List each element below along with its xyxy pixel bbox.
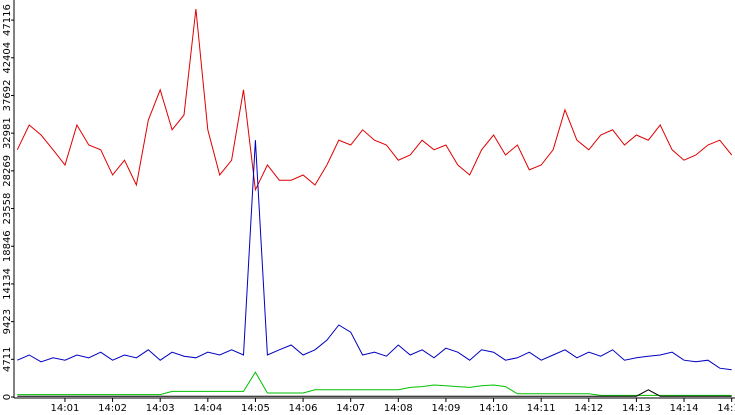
y-tick-label: 28269 <box>2 155 13 187</box>
x-tick-label: 14:14 <box>670 403 699 414</box>
x-tick-label: 14:15 <box>717 403 735 414</box>
y-tick-label: 32981 <box>2 117 13 149</box>
y-tick-label: 37692 <box>2 80 13 112</box>
x-tick-label: 14:01 <box>51 403 80 414</box>
x-tick-label: 14:06 <box>289 403 318 414</box>
x-tick-label: 14:03 <box>146 403 175 414</box>
series-line <box>17 140 732 371</box>
y-tick-label: 47116 <box>2 4 13 36</box>
x-tick-label: 14:02 <box>98 403 127 414</box>
series-line <box>17 389 732 397</box>
y-tick-label: 4711 <box>2 347 13 372</box>
y-tick-label: 14134 <box>2 268 13 300</box>
x-tick-label: 14:07 <box>336 403 365 414</box>
x-tick-label: 14:04 <box>193 403 222 414</box>
x-tick-label: 14:08 <box>384 403 413 414</box>
series-line <box>16 8 733 192</box>
x-tick-label: 14:05 <box>241 403 270 414</box>
x-tick-label: 14:09 <box>432 403 461 414</box>
y-tick-label: 9423 <box>2 309 13 334</box>
y-tick-label: 42404 <box>2 42 13 74</box>
y-tick-label: 18846 <box>2 230 13 262</box>
x-tick-label: 14:11 <box>527 403 556 414</box>
series-line <box>17 371 732 396</box>
y-tick-label: 23558 <box>2 193 13 225</box>
x-tick-label: 14:12 <box>574 403 603 414</box>
x-tick-label: 14:13 <box>622 403 651 414</box>
x-tick-label: 14:10 <box>479 403 508 414</box>
y-tick-label: 0 <box>2 394 13 400</box>
